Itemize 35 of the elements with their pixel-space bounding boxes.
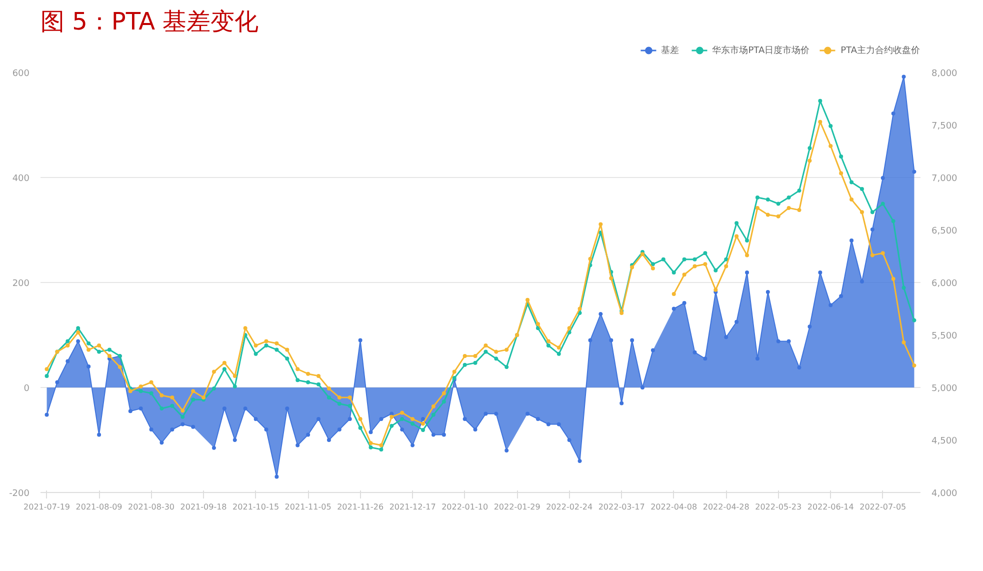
legend-label: 基差 [661, 44, 680, 56]
x-tick-label: 2021-12-17 [389, 502, 436, 512]
x-tick-label: 2021-08-09 [76, 502, 122, 512]
y2-tick-label: 4,000 [932, 489, 958, 499]
x-tick-label: 2022-06-14 [807, 502, 854, 512]
x-tick-label: 2022-03-17 [598, 502, 645, 512]
x-tick-label: 2022-04-08 [650, 502, 698, 512]
legend-label: 华东市场PTA日度市场价 [712, 44, 810, 56]
y2-tick-label: 8,000 [932, 69, 958, 79]
y-tick-label: 600 [12, 69, 30, 79]
x-tick-label: 2022-01-29 [494, 502, 540, 512]
x-tick-label: 2021-08-30 [128, 502, 175, 512]
y2-tick-label: 4,500 [932, 436, 958, 446]
y2-tick-label: 5,000 [932, 384, 958, 394]
x-tick-label: 2021-07-19 [24, 502, 70, 512]
x-tick-label: 2021-09-18 [180, 502, 227, 512]
y2-tick-label: 7,000 [932, 174, 958, 184]
y-tick-label: 200 [12, 279, 30, 289]
x-tick-label: 2021-10-15 [232, 502, 280, 512]
y-tick-label: 400 [12, 174, 30, 184]
y2-tick-label: 7,500 [932, 122, 958, 132]
x-tick-label: 2022-01-10 [442, 502, 488, 512]
x-tick-label: 2021-11-05 [284, 502, 332, 512]
y-tick-label: 0 [24, 384, 30, 394]
x-tick-label: 2022-07-05 [860, 502, 906, 512]
x-tick-label: 2022-05-23 [755, 502, 802, 512]
y2-tick-label: 6,500 [932, 226, 958, 236]
y-tick-label: -200 [9, 489, 30, 499]
legend-label: PTA主力合约收盘价 [840, 44, 920, 56]
y2-tick-label: 6,000 [932, 279, 958, 289]
chart-title: 图 5：PTA 基差变化 [40, 8, 259, 36]
y2-tick-label: 5,500 [932, 332, 958, 342]
x-tick-label: 2022-04-28 [702, 502, 750, 512]
x-tick-label: 2021-11-26 [337, 502, 384, 512]
x-tick-label: 2022-02-24 [546, 502, 593, 512]
